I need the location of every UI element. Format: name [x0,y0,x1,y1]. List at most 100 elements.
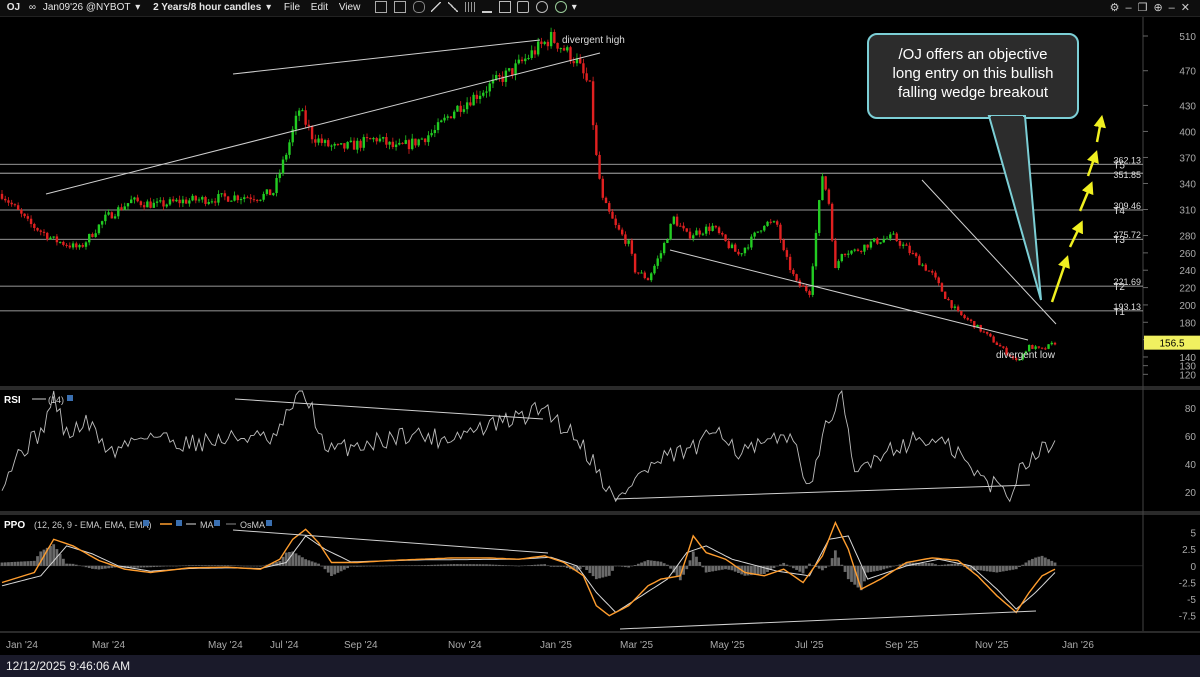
drawing-tools-icon[interactable] [448,2,459,13]
osma-bar [49,546,52,566]
candle-body [727,241,730,249]
osma-bar [604,565,608,577]
osma-bar [924,563,928,566]
candle-body [33,223,36,228]
ma-legend-checkbox[interactable] [214,520,220,526]
osma-bar [1050,560,1054,566]
annotation-callout[interactable]: /OJ offers an objective long entry on th… [867,33,1079,119]
ppo-settings-icon[interactable] [143,520,149,526]
osma-bar [969,565,973,571]
osma-bar [624,565,627,568]
candle-body [75,243,78,248]
close-icon[interactable]: ✕ [1180,2,1196,14]
osma-bar [1034,557,1038,566]
symbol-label[interactable]: OJ [6,2,21,13]
candle-body [217,194,220,203]
restore-icon[interactable]: ❐ [1137,2,1154,14]
osma-bar [795,565,798,570]
candle-body [423,138,427,143]
rsi-divergence-line [234,398,544,420]
candle-body [1050,342,1053,345]
crosshair-icon[interactable] [412,1,425,14]
osma-bar [565,565,569,568]
osma-bar [527,565,530,566]
grid-icon[interactable] [465,2,475,13]
osma-bar [236,565,240,567]
candle-body [488,83,491,92]
gear-icon[interactable]: ⚙ [1109,2,1126,14]
candle-body [814,232,818,267]
osma-bar [782,562,786,566]
panel-splitter[interactable] [0,386,1200,390]
osma-bar [691,551,695,566]
price-tick-label: 370 [1179,153,1196,164]
osma-bar [1053,562,1057,566]
osma-bar [346,565,350,569]
osma-bar [365,565,369,567]
ppo-tick-label: 2.5 [1182,545,1196,556]
menu-edit[interactable]: Edit [310,2,329,13]
candle-body [679,225,682,227]
rsi-settings-icon[interactable] [67,395,73,401]
candle-body [608,203,611,212]
price-panel[interactable]: 510 470 430 400 370 340 310 280 260 240 220 200 180 1… [0,27,1200,382]
osma-bar [68,563,72,566]
timeframe-label[interactable]: 2 Years/8 hour candles [153,2,262,13]
osma-bar [685,565,689,570]
candle-body [756,231,760,233]
contract-label[interactable]: Jan09'26 @NYBOT [42,2,131,13]
chevron-down-icon[interactable]: ▾ [266,2,272,13]
osma-bar [491,564,495,566]
osma-bar [556,565,559,567]
menu-view[interactable]: View [338,2,361,13]
candle-body [772,221,776,223]
osma-bar [733,565,737,572]
target-level-value: 221.69 [1113,277,1141,287]
chevron-down-icon[interactable]: ▾ [135,2,141,13]
minimize-icon[interactable]: – [1125,2,1138,14]
ppo-panel[interactable]: PPO (12, 26, 9 - EMA, EMA, EMA) MA OsMA 5 2.5… [0,520,1196,623]
osma-bar [239,565,243,567]
candle-body [704,226,708,234]
panel-splitter[interactable] [0,631,1200,633]
zoom-in-icon[interactable] [375,1,388,14]
indicator-icon[interactable] [481,1,492,14]
candle-body [204,197,207,204]
osma-bar [995,565,999,573]
candle-body [13,204,17,206]
osma-bar [391,565,395,567]
osma-bar [972,565,976,571]
draw-line-icon[interactable] [431,2,442,13]
panel-splitter[interactable] [0,511,1200,515]
osma-bar [704,565,708,573]
ppo-legend-checkbox[interactable] [176,520,182,526]
shapes-icon[interactable] [498,1,511,14]
pin-icon[interactable]: ⊕ [1153,2,1169,14]
osma-bar [927,563,931,566]
candle-body [520,59,524,62]
settings-icon[interactable] [536,1,549,14]
candle-body [297,110,301,116]
candle-body [782,239,785,251]
osma-bar [804,565,808,569]
candle-body [475,94,479,99]
time-axis[interactable]: Jan '24 Mar '24 May '24 Jul '24 Sep '24 Nov '… [6,640,1094,651]
zoom-out-icon[interactable] [393,1,406,14]
ppo-divergence-line [232,529,549,554]
text-icon[interactable] [517,1,530,14]
menu-file[interactable]: File [283,2,301,13]
projection-arrow-icon [1078,181,1094,212]
osma-legend-checkbox[interactable] [266,520,272,526]
last-price-label: 156.5 [1159,339,1184,350]
chevron-down-icon[interactable]: ▾ [571,2,577,13]
osma-bar [229,565,233,566]
candle-body [669,223,672,240]
osma-bar [917,562,921,566]
candle-body [265,189,269,194]
osma-bar [656,561,660,566]
candle-body [624,234,627,244]
minimize-window-icon[interactable]: – [1168,2,1181,14]
osma-bar [103,565,107,569]
candle-body [527,57,530,59]
refresh-icon[interactable] [554,1,567,14]
